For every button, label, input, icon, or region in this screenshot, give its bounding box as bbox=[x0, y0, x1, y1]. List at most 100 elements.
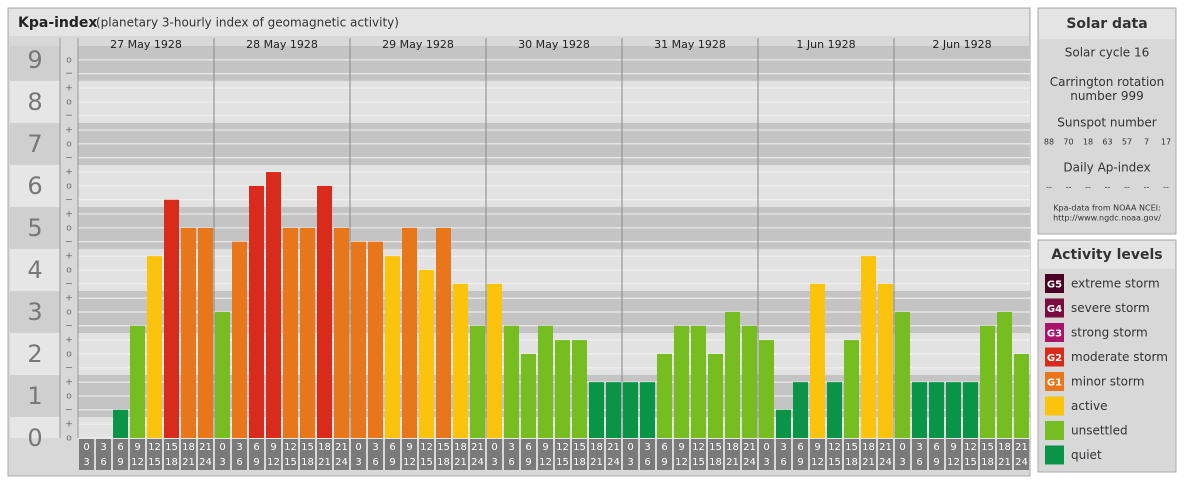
x-tick-label: 3 bbox=[916, 442, 922, 453]
hour-cell bbox=[589, 439, 604, 470]
bar bbox=[300, 227, 315, 438]
hour-cell bbox=[113, 439, 128, 470]
day-label: 27 May 1928 bbox=[110, 38, 182, 51]
hour-cell bbox=[504, 439, 519, 470]
hour-cell bbox=[963, 439, 978, 470]
bar bbox=[742, 325, 757, 438]
x-tick-label: 3 bbox=[219, 457, 225, 468]
bar bbox=[929, 382, 944, 438]
x-tick-label: 21 bbox=[182, 457, 195, 468]
x-tick-label: 18 bbox=[845, 457, 858, 468]
y-minor-label: + bbox=[65, 84, 73, 94]
level-code: G4 bbox=[1047, 304, 1062, 315]
x-tick-label: 12 bbox=[692, 442, 705, 453]
y-minor-label: + bbox=[65, 420, 73, 430]
level-name: strong storm bbox=[1071, 326, 1148, 340]
x-tick-label: 12 bbox=[403, 457, 416, 468]
hour-cell bbox=[385, 439, 400, 470]
x-tick-label: 21 bbox=[743, 442, 756, 453]
hour-cell bbox=[776, 439, 791, 470]
hour-cell bbox=[317, 439, 332, 470]
bar bbox=[147, 256, 162, 438]
day-label: 2 Jun 1928 bbox=[932, 38, 991, 51]
hour-cell bbox=[674, 439, 689, 470]
x-tick-label: 9 bbox=[134, 442, 140, 453]
bar bbox=[198, 227, 213, 438]
bar bbox=[861, 256, 876, 438]
side: Solar data Solar cycle 16 Sunspot number… bbox=[1051, 16, 1162, 263]
x-tick-label: 21 bbox=[726, 457, 739, 468]
hour-cell bbox=[657, 439, 672, 470]
bar bbox=[793, 382, 808, 438]
bar bbox=[130, 325, 145, 438]
level-code: G1 bbox=[1047, 378, 1062, 389]
y-minor-label: − bbox=[65, 195, 73, 205]
x-tick-label: 3 bbox=[236, 442, 242, 453]
x-tick-label: 15 bbox=[148, 457, 161, 468]
bar bbox=[181, 227, 196, 438]
band-label-bg bbox=[10, 374, 60, 417]
x-tick-label: 6 bbox=[916, 457, 922, 468]
level-code: G3 bbox=[1047, 329, 1062, 340]
x-tick-label: 15 bbox=[573, 442, 586, 453]
y-minor-label: − bbox=[65, 279, 73, 289]
x-tick-label: 18 bbox=[709, 457, 722, 468]
x-tick-label: 21 bbox=[607, 442, 620, 453]
bar bbox=[895, 311, 910, 438]
bar bbox=[827, 382, 842, 438]
level-swatch bbox=[1045, 421, 1064, 440]
x-tick-label: 18 bbox=[437, 457, 450, 468]
x-tick-label: 18 bbox=[998, 442, 1011, 453]
level-swatch bbox=[1045, 372, 1064, 391]
bar bbox=[844, 340, 859, 438]
level-name: severe storm bbox=[1071, 301, 1150, 315]
x-tick-label: 3 bbox=[100, 442, 106, 453]
y-tick-label: 7 bbox=[27, 130, 42, 158]
x-tick-label: 3 bbox=[355, 457, 361, 468]
x-tick-label: 21 bbox=[879, 442, 892, 453]
x-tick-label: 0 bbox=[83, 442, 89, 453]
x-tick-label: 18 bbox=[726, 442, 739, 453]
hour-cell bbox=[742, 439, 757, 470]
bar bbox=[334, 227, 349, 438]
level-swatch bbox=[1045, 396, 1064, 416]
x-tick-label: 21 bbox=[335, 442, 348, 453]
level-name: active bbox=[1071, 399, 1107, 413]
bar bbox=[470, 325, 485, 438]
hour-cell bbox=[810, 439, 825, 470]
x-tick-label: 24 bbox=[471, 457, 484, 468]
x-tick-label: 6 bbox=[644, 457, 650, 468]
band-label-bg bbox=[10, 164, 60, 207]
y-minor-label: + bbox=[65, 168, 73, 178]
bar bbox=[385, 256, 400, 438]
hour-cell bbox=[487, 439, 502, 470]
bar bbox=[691, 325, 706, 438]
y-tick-label: 6 bbox=[27, 172, 42, 200]
sunspot-value: 7 bbox=[1144, 138, 1149, 147]
x-tick-label: 0 bbox=[763, 442, 769, 453]
bar bbox=[606, 382, 621, 438]
hour-cell bbox=[215, 439, 230, 470]
x-tick-label: 6 bbox=[508, 457, 514, 468]
hour-cell bbox=[827, 439, 842, 470]
x-tick-label: 9 bbox=[117, 457, 123, 468]
y-minor-label: + bbox=[65, 126, 73, 136]
x-tick-label: 12 bbox=[539, 457, 552, 468]
x-tick-label: 18 bbox=[981, 457, 994, 468]
bar bbox=[555, 340, 570, 438]
bar bbox=[657, 353, 672, 438]
x-tick-label: 9 bbox=[797, 457, 803, 468]
x-tick-label: 3 bbox=[627, 457, 633, 468]
band-label-bg bbox=[10, 248, 60, 291]
solar-cycle: Solar cycle 16 bbox=[1065, 46, 1150, 60]
bar bbox=[436, 227, 451, 438]
x-tick-label: 15 bbox=[845, 442, 858, 453]
hour-cell bbox=[334, 439, 349, 470]
y-tick-label: 5 bbox=[27, 214, 42, 242]
x-tick-label: 6 bbox=[389, 442, 395, 453]
y-tick-label: 3 bbox=[27, 298, 42, 326]
bar bbox=[368, 241, 383, 438]
solar-title: Solar data bbox=[1066, 16, 1147, 32]
bar bbox=[980, 325, 995, 438]
y-minor-label: o bbox=[66, 223, 72, 233]
